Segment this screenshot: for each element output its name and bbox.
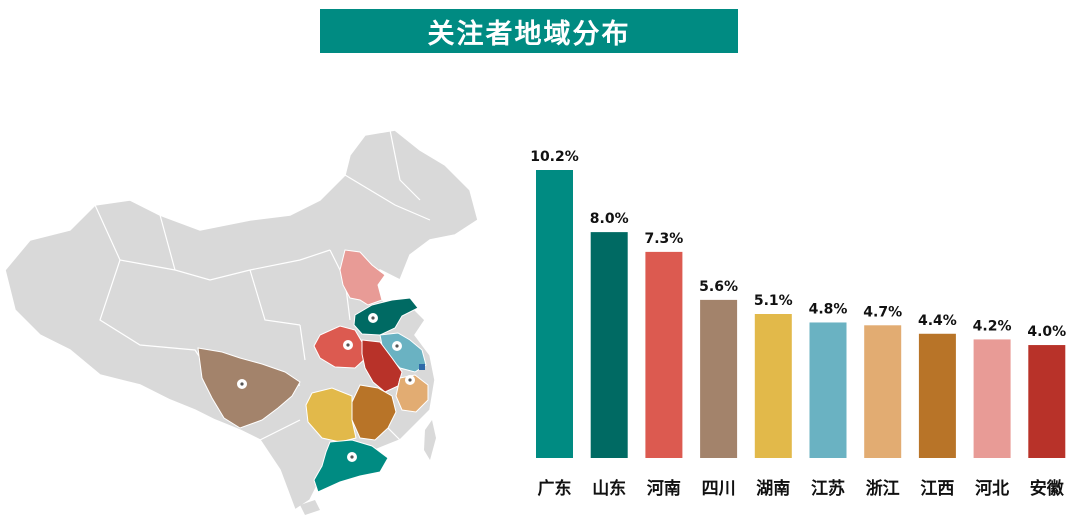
region-hainan: [300, 500, 320, 515]
category-label: 河南: [647, 478, 681, 499]
value-label: 8.0%: [590, 211, 629, 227]
page-title: 关注者地域分布: [320, 9, 738, 53]
region-zhejiang: [395, 374, 429, 413]
region-hebei: [339, 249, 386, 306]
region-sichuan: [197, 347, 301, 429]
category-label: 浙江: [866, 478, 900, 499]
region-anhui: [361, 339, 403, 393]
category-label: 河北: [975, 479, 1009, 499]
value-label: 5.1%: [754, 293, 793, 309]
bar-chart: 10.2% 广东 8.0% 山东 7.3% 河南 5.6% 四川 5.1% 湖南 4.8% 江苏 4.7…: [520, 130, 1080, 515]
bar-山东: [590, 232, 628, 458]
china-map: [0, 120, 500, 515]
value-label: 4.7%: [863, 304, 902, 320]
value-label: 4.8%: [809, 301, 848, 317]
category-label: 山东: [592, 478, 626, 499]
value-label: 5.6%: [699, 279, 738, 295]
bar-浙江: [864, 325, 902, 458]
bar-广东: [536, 170, 573, 458]
map-markers: [237, 313, 415, 462]
bar-河北: [973, 339, 1011, 458]
category-label: 安徽: [1030, 478, 1065, 499]
bar-安徽: [1028, 345, 1066, 458]
region-guangdong: [313, 439, 389, 493]
china-map-svg: [4, 129, 479, 515]
region-henan: [313, 325, 367, 369]
category-label: 四川: [702, 479, 736, 499]
category-label: 广东: [538, 478, 572, 499]
value-label: 4.2%: [973, 318, 1012, 334]
value-label: 7.3%: [644, 231, 683, 247]
category-label: 江西: [920, 479, 954, 499]
bar-湖南: [754, 314, 792, 458]
bar-江苏: [809, 322, 847, 458]
bar-河南: [645, 251, 683, 458]
region-taiwan: [424, 420, 436, 460]
category-label: 湖南: [756, 478, 790, 499]
bar-chart-svg: 10.2% 广东 8.0% 山东 7.3% 河南 5.6% 四川 5.1% 湖南 4.8% 江苏 4.7…: [530, 149, 1066, 499]
region-shandong: [353, 297, 419, 336]
bar-江西: [918, 333, 956, 458]
value-label: 10.2%: [530, 149, 579, 165]
value-label: 4.4%: [918, 313, 957, 329]
bar-四川: [700, 299, 738, 458]
region-shanghai: [419, 364, 425, 370]
value-label: 4.0%: [1027, 324, 1066, 340]
category-label: 江苏: [811, 478, 845, 499]
